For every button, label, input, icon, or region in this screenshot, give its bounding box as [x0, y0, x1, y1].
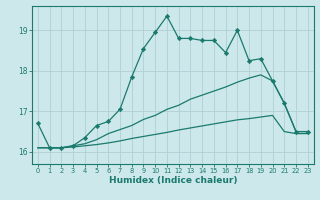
X-axis label: Humidex (Indice chaleur): Humidex (Indice chaleur): [108, 176, 237, 185]
